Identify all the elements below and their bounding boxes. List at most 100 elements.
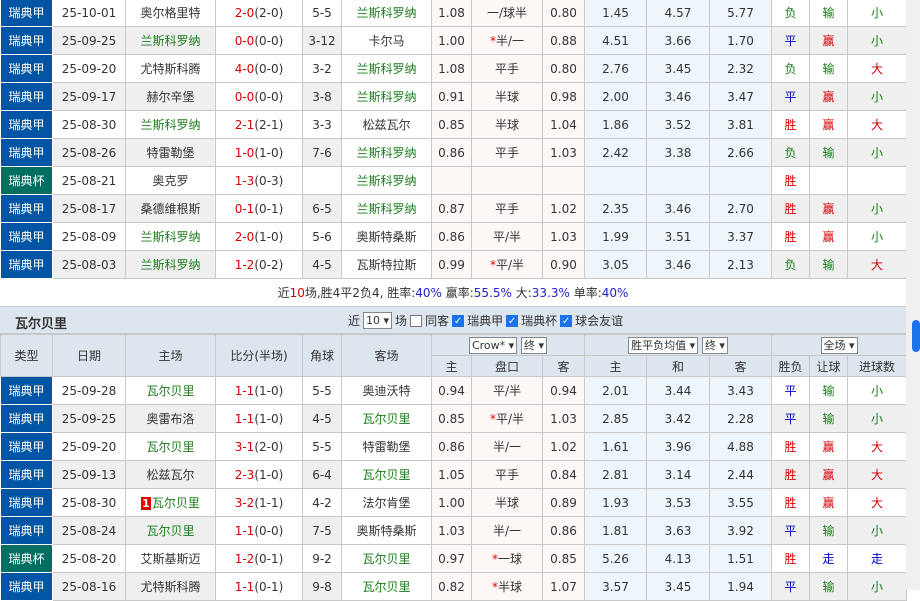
date-cell: 25-08-03 <box>52 250 126 279</box>
away-team-cell[interactable]: 兰斯科罗纳 <box>341 0 432 27</box>
away-team-cell[interactable]: 奥斯特桑斯 <box>341 516 432 545</box>
home-team-cell[interactable]: 艾斯基斯迈 <box>125 544 216 573</box>
score-cell[interactable]: 3-1(2-0) <box>215 432 303 461</box>
away-team-cell[interactable]: 瓦尔贝里 <box>341 572 432 601</box>
league-badge[interactable]: 瑞典甲 <box>0 54 53 83</box>
away-team-cell[interactable]: 松兹瓦尔 <box>341 110 432 139</box>
home-team-cell[interactable]: 尤特斯科腾 <box>125 572 216 601</box>
score-cell[interactable]: 3-2(1-1) <box>215 488 303 517</box>
league-badge[interactable]: 瑞典甲 <box>0 0 53 27</box>
league-badge[interactable]: 瑞典甲 <box>0 194 53 223</box>
home-team-cell[interactable]: 松兹瓦尔 <box>125 460 216 489</box>
match-count-select[interactable]: 10 ▾ <box>363 312 393 329</box>
league-badge[interactable]: 瑞典甲 <box>0 26 53 55</box>
euro-home-cell <box>584 166 647 195</box>
league-badge[interactable]: 瑞典甲 <box>0 138 53 167</box>
home-team-cell[interactable]: 奥克罗 <box>125 166 216 195</box>
final-select[interactable]: 终 ▾ <box>701 336 728 354</box>
away-team-cell[interactable]: 兰斯科罗纳 <box>341 82 432 111</box>
home-team-cell[interactable]: 1 瓦尔贝里 <box>125 488 216 517</box>
line-cell: 半球 <box>471 110 543 139</box>
league-badge[interactable]: 瑞典杯 <box>0 544 53 573</box>
home-team-cell[interactable]: 兰斯科罗纳 <box>125 110 216 139</box>
home-team-cell[interactable]: 奥尔格里特 <box>125 0 216 27</box>
home-team-cell[interactable]: 瓦尔贝里 <box>125 432 216 461</box>
score-cell[interactable]: 2-1(2-1) <box>215 110 303 139</box>
away-team-cell[interactable]: 兰斯科罗纳 <box>341 194 432 223</box>
score-cell[interactable]: 4-0(0-0) <box>215 54 303 83</box>
corners: 5-5 <box>312 439 332 454</box>
league-badge[interactable]: 瑞典甲 <box>0 376 53 405</box>
score-cell[interactable]: 1-1(0-1) <box>215 572 303 601</box>
league-badge[interactable]: 瑞典甲 <box>0 488 53 517</box>
scrollbar[interactable] <box>906 0 920 590</box>
away-odds-cell: 1.03 <box>541 404 586 433</box>
final-select[interactable]: 终 ▾ <box>521 336 548 354</box>
away-team-cell[interactable]: 奥迪沃特 <box>341 376 432 405</box>
away-team-cell[interactable]: 瓦尔贝里 <box>341 544 432 573</box>
league-badge[interactable]: 瑞典杯 <box>0 166 53 195</box>
away-team-cell[interactable]: 瓦尔贝里 <box>341 460 432 489</box>
home-team[interactable]: 瓦尔贝里 <box>151 496 200 510</box>
home-team-cell[interactable]: 瓦尔贝里 <box>125 516 216 545</box>
score-cell[interactable]: 2-3(1-0) <box>215 460 303 489</box>
score-cell[interactable]: 1-1(0-0) <box>215 516 303 545</box>
score-cell[interactable]: 0-1(0-1) <box>215 194 303 223</box>
away-team-cell[interactable]: 奥斯特桑斯 <box>341 222 432 251</box>
euro-home-cell: 2.85 <box>584 404 648 433</box>
score-cell[interactable]: 1-1(1-0) <box>215 404 303 433</box>
away-team-cell[interactable]: 兰斯科罗纳 <box>341 166 432 195</box>
away-team-cell[interactable]: 特雷勒堡 <box>341 432 432 461</box>
cup-checkbox[interactable]: ✓ <box>506 314 519 327</box>
away-team-cell[interactable]: 瓦尔贝里 <box>341 404 432 433</box>
league-badge[interactable]: 瑞典甲 <box>0 82 53 111</box>
home-team-cell[interactable]: 兰斯科罗纳 <box>125 250 216 279</box>
league-badge[interactable]: 瑞典甲 <box>0 110 53 139</box>
home-team-cell[interactable]: 奥雷布洛 <box>125 404 216 433</box>
home-team-cell[interactable]: 兰斯科罗纳 <box>125 222 216 251</box>
home-team-cell[interactable]: 桑德维根斯 <box>125 194 216 223</box>
home-odds: 0.86 <box>438 439 465 454</box>
score-cell[interactable]: 1-1(1-0) <box>215 376 303 405</box>
score-cell[interactable]: 0-0(0-0) <box>215 82 303 111</box>
home-team-cell[interactable]: 赫尔辛堡 <box>125 82 216 111</box>
scrollbar-thumb[interactable] <box>912 320 920 352</box>
away-team-cell[interactable]: 兰斯科罗纳 <box>341 138 432 167</box>
away-team-cell[interactable]: 兰斯科罗纳 <box>341 54 432 83</box>
away-team: 卡尔马 <box>368 34 405 48</box>
score-cell[interactable]: 2-0(1-0) <box>215 222 303 251</box>
euro-select[interactable]: 胜平负均值 ▾ <box>628 336 699 354</box>
league-badge[interactable]: 瑞典甲 <box>0 404 53 433</box>
score-cell[interactable]: 1-3(0-3) <box>215 166 303 195</box>
league-checkbox[interactable]: ✓ <box>452 314 465 327</box>
full-time-score: 1-0 <box>234 145 255 160</box>
company-select[interactable]: Crow* ▾ <box>468 336 518 354</box>
scope-select[interactable]: 全场 ▾ <box>820 336 858 354</box>
euro-home-cell: 1.81 <box>584 516 648 545</box>
league-badge[interactable]: 瑞典甲 <box>0 222 53 251</box>
home-team-cell[interactable]: 兰斯科罗纳 <box>125 26 216 55</box>
league-badge[interactable]: 瑞典甲 <box>0 516 53 545</box>
league-badge[interactable]: 瑞典甲 <box>0 250 53 279</box>
away-team-cell[interactable]: 法尔肯堡 <box>341 488 432 517</box>
league-badge[interactable]: 瑞典甲 <box>0 460 53 489</box>
same-venue-checkbox[interactable] <box>410 314 423 327</box>
score-cell[interactable]: 2-0(2-0) <box>215 0 303 27</box>
away-team-cell[interactable]: 瓦斯特拉斯 <box>341 250 432 279</box>
match-date: 25-08-24 <box>61 523 117 538</box>
league-badge[interactable]: 瑞典甲 <box>0 432 53 461</box>
friendly-checkbox[interactable]: ✓ <box>560 314 573 327</box>
score-cell[interactable]: 1-2(0-1) <box>215 544 303 573</box>
score-cell[interactable]: 1-2(0-2) <box>215 250 303 279</box>
league-name: 瑞典甲 <box>8 146 45 160</box>
away-team: 兰斯科罗纳 <box>356 62 417 76</box>
home-team: 特雷勒堡 <box>146 146 195 160</box>
home-team-cell[interactable]: 尤特斯科腾 <box>125 54 216 83</box>
home-team-cell[interactable]: 瓦尔贝里 <box>125 376 216 405</box>
away-team-cell[interactable]: 卡尔马 <box>341 26 432 55</box>
full-time-score: 1-2 <box>234 551 255 566</box>
score-cell[interactable]: 0-0(0-0) <box>215 26 303 55</box>
league-badge[interactable]: 瑞典甲 <box>0 572 53 601</box>
home-team-cell[interactable]: 特雷勒堡 <box>125 138 216 167</box>
score-cell[interactable]: 1-0(1-0) <box>215 138 303 167</box>
